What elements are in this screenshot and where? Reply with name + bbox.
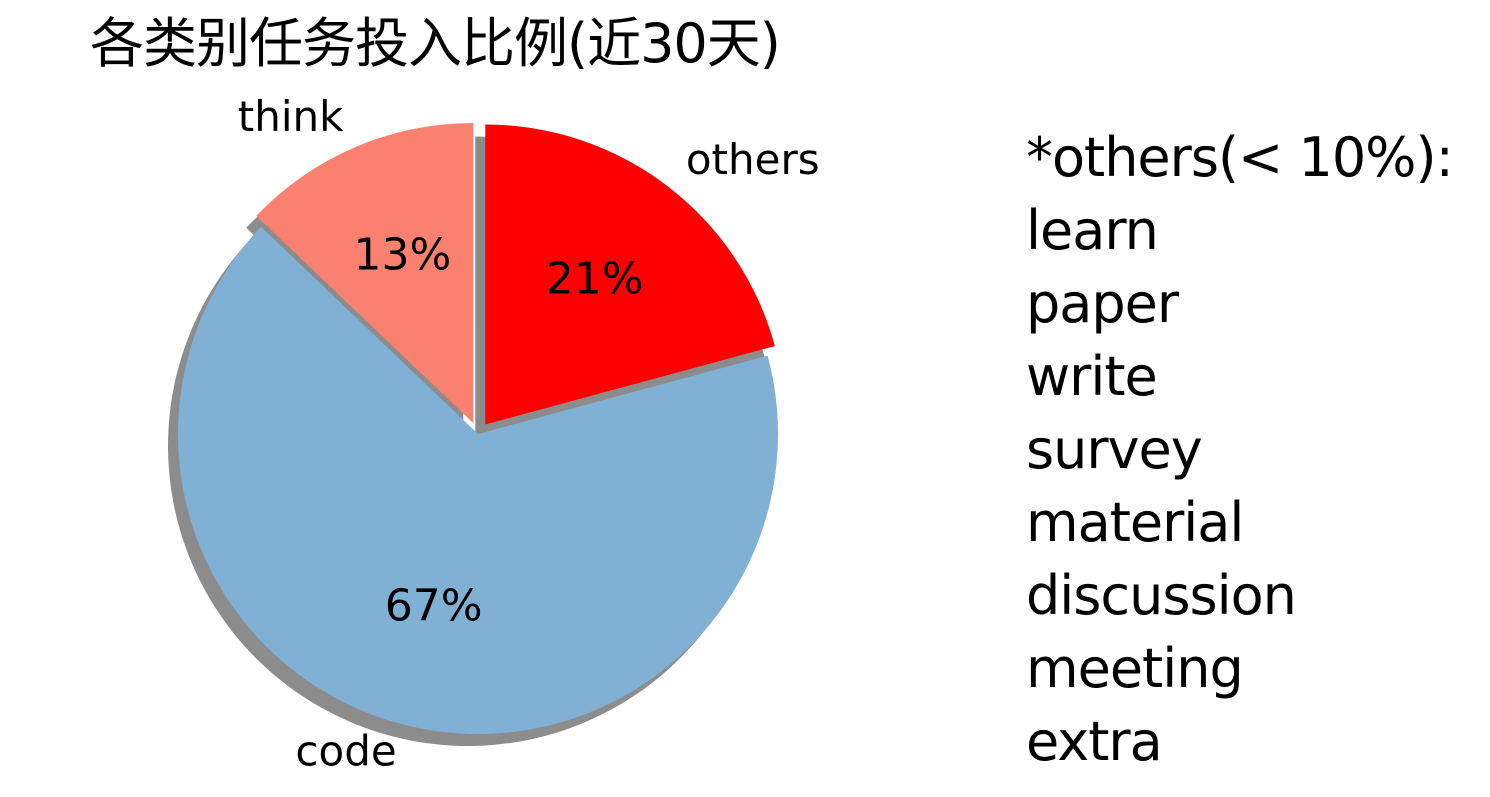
slice-pct-think: 13% (354, 229, 452, 280)
note-item: write (1026, 345, 1158, 408)
slice-pct-others: 21% (546, 254, 644, 305)
note-item: meeting (1026, 637, 1244, 700)
note-item: discussion (1026, 564, 1297, 627)
note-item: survey (1026, 418, 1203, 481)
note-item: material (1026, 491, 1244, 554)
chart-title: 各类别任务投入比例(近30天) (90, 12, 781, 75)
slice-pct-code: 67% (385, 580, 483, 631)
pie-chart: others 21% code 67% think 13% (168, 92, 820, 775)
note-item: extra (1026, 710, 1163, 773)
slice-label-others: others (686, 135, 820, 184)
pie-slice-others (485, 124, 775, 425)
pie-slice-code (178, 226, 778, 734)
slice-label-code: code (295, 726, 396, 775)
pie-slice-think (256, 122, 474, 423)
note-item: learn (1026, 199, 1159, 262)
slice-label-think: think (238, 92, 344, 141)
note-item: paper (1026, 272, 1179, 335)
note-heading: *others(< 10%): (1026, 126, 1454, 189)
others-note: *others(< 10%): learn paper write survey… (1026, 121, 1486, 778)
